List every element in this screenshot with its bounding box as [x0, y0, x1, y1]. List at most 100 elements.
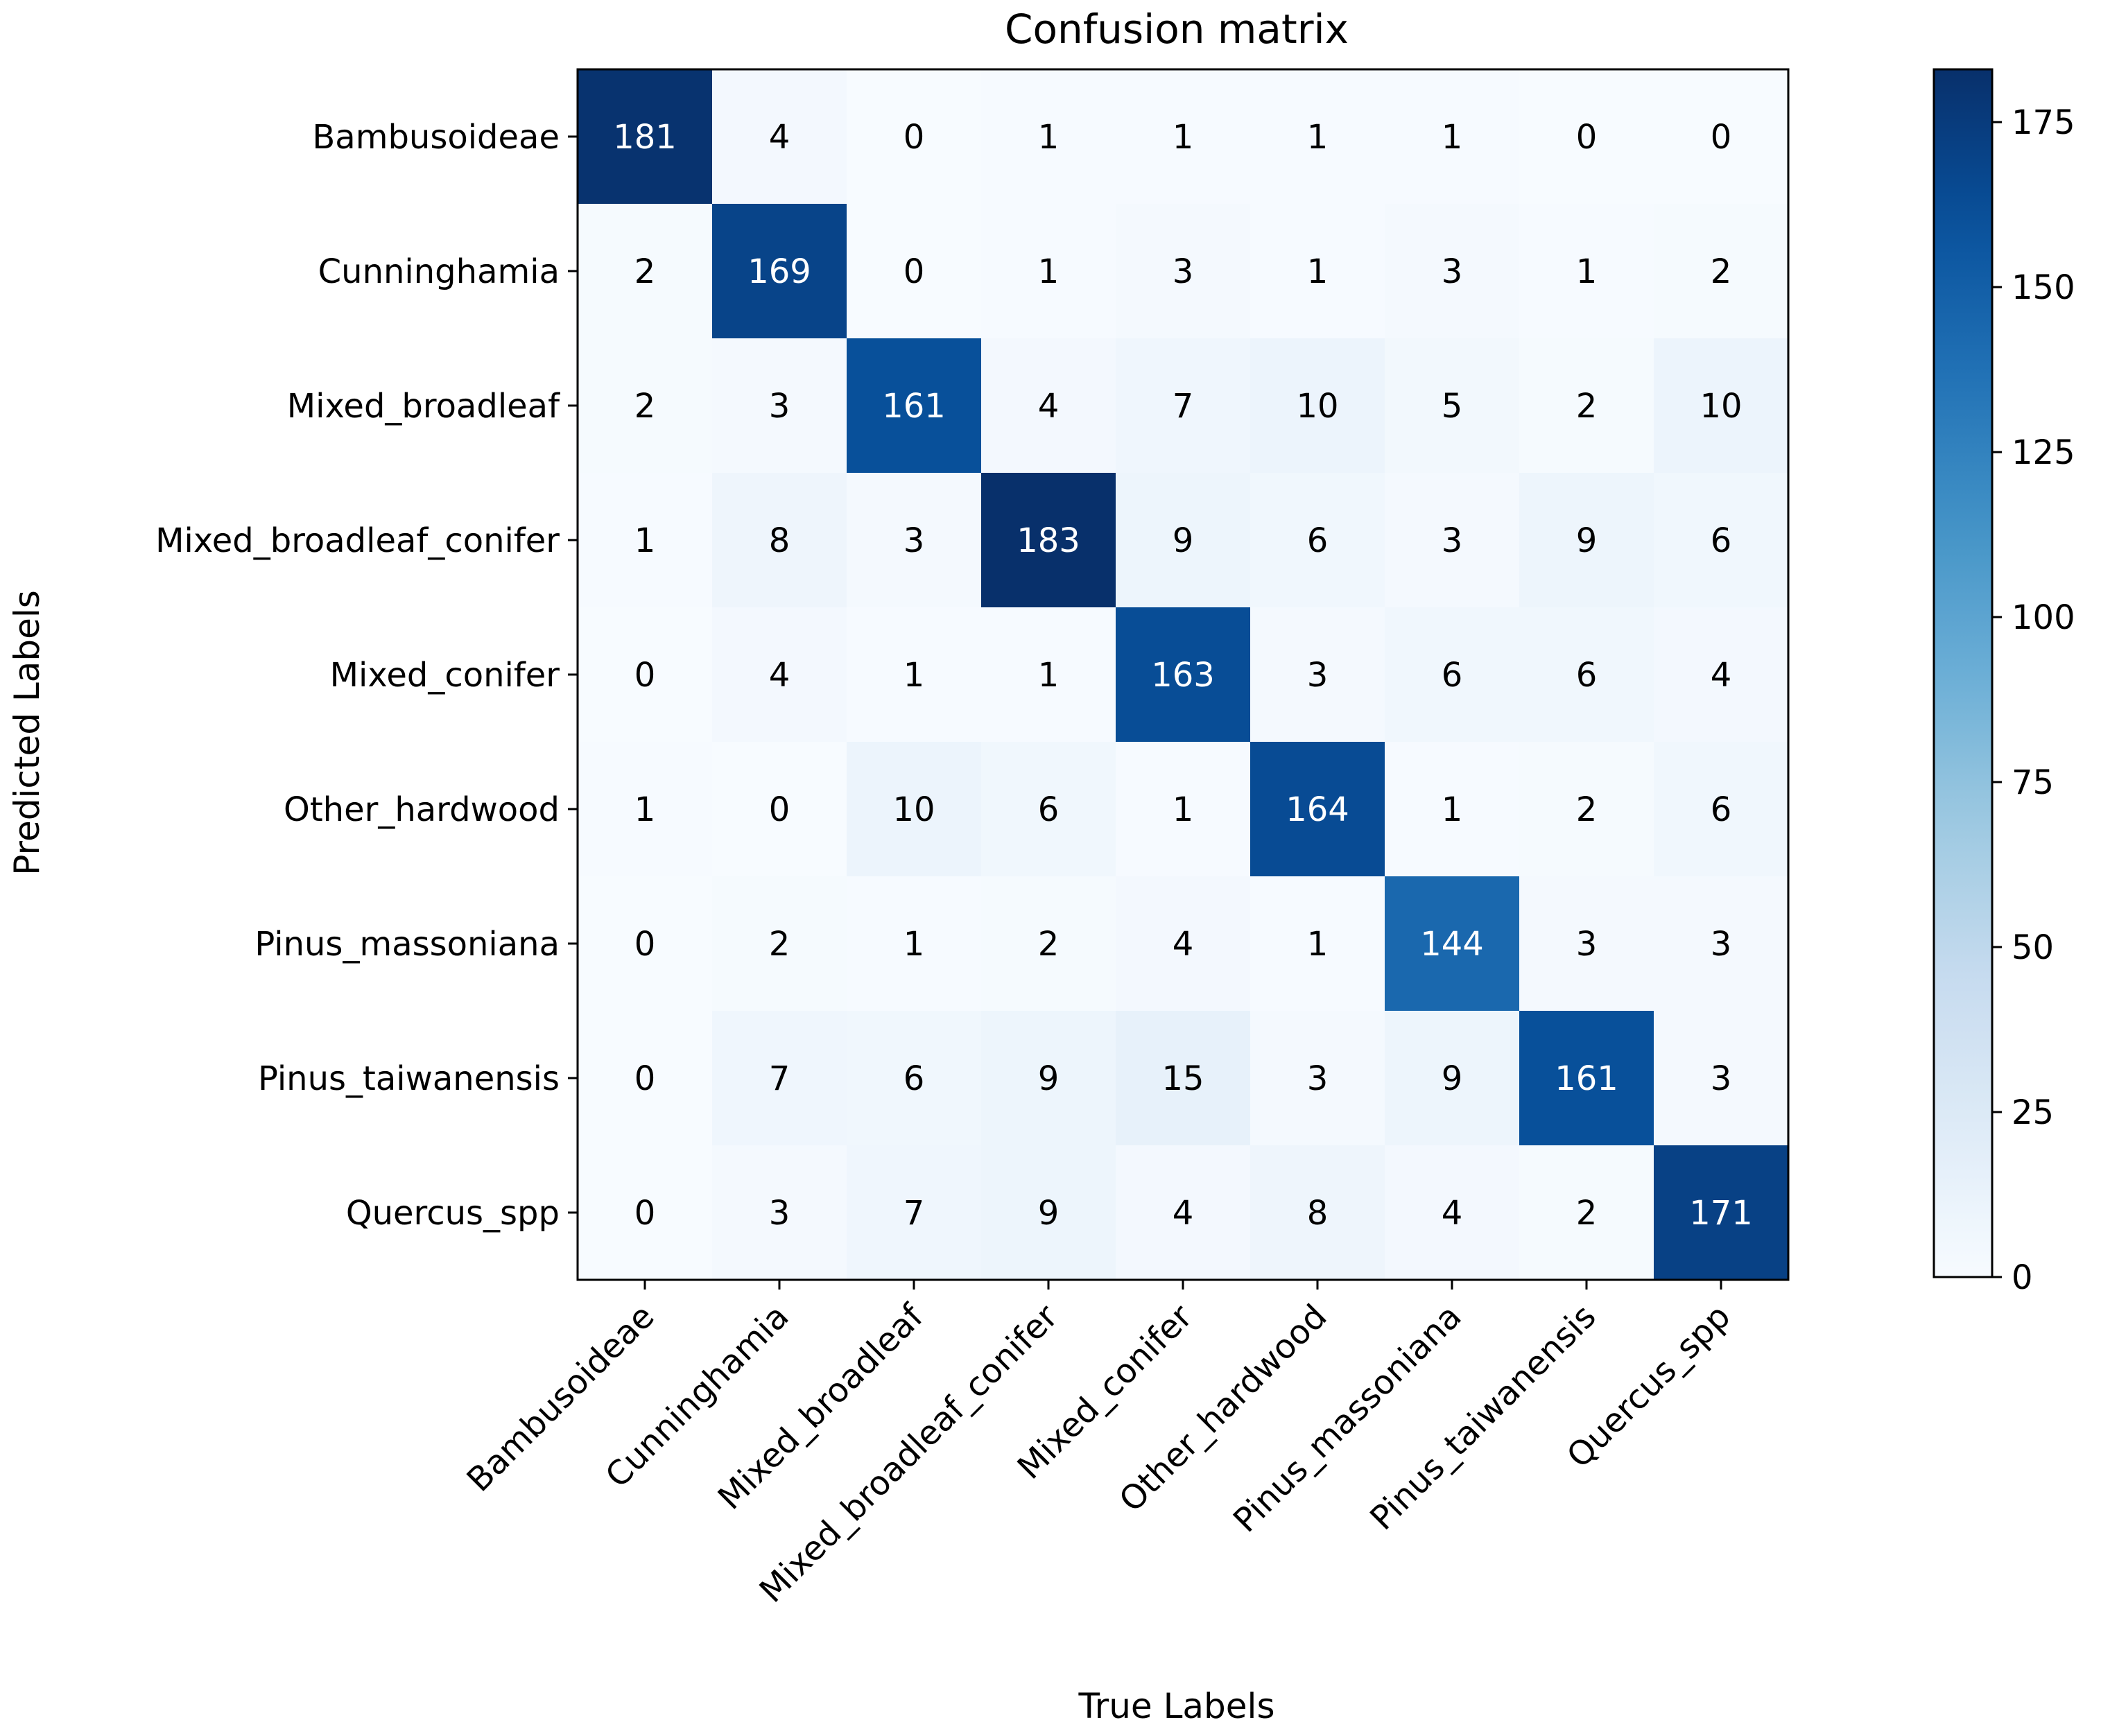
heatmap-cell	[847, 473, 982, 608]
colorbar-tick-label: 150	[2012, 268, 2075, 307]
cell-value-label: 1	[903, 925, 925, 964]
cell-value-label: 3	[1307, 656, 1329, 695]
cell-value-label: 171	[1689, 1194, 1753, 1233]
cell-value-label: 3	[1576, 925, 1598, 964]
heatmap-cell	[578, 204, 713, 339]
heatmap-cell	[1519, 1011, 1654, 1146]
heatmap-cell	[1116, 876, 1251, 1012]
heatmap-cell	[1116, 338, 1251, 474]
heatmap-cell	[1250, 1011, 1385, 1146]
x-axis-label: True Labels	[1078, 1686, 1274, 1726]
cell-value-label: 1	[1173, 790, 1194, 829]
cell-value-label: 181	[613, 118, 677, 157]
colorbar-tick-label: 175	[2012, 103, 2075, 142]
colorbar-tick-label: 75	[2012, 763, 2054, 802]
heatmap-cell	[1385, 338, 1520, 474]
cell-value-label: 6	[903, 1059, 925, 1098]
heatmap-cell	[847, 1011, 982, 1146]
y-tick-label: Pinus_massoniana	[254, 925, 560, 964]
cell-value-label: 9	[1442, 1059, 1463, 1098]
cell-value-label: 1	[634, 790, 656, 829]
cell-value-label: 4	[1173, 1194, 1194, 1233]
heatmap-cell	[981, 69, 1116, 205]
heatmap-cell	[712, 338, 847, 474]
cell-value-label: 6	[1711, 790, 1732, 829]
heatmap-cell	[981, 1145, 1116, 1281]
cell-value-label: 2	[1576, 790, 1598, 829]
y-tick-label: Cunninghamia	[318, 252, 560, 291]
heatmap-cell	[1654, 742, 1789, 877]
cell-value-label: 5	[1442, 387, 1463, 426]
heatmap-cell	[578, 876, 713, 1012]
heatmap-cell	[1519, 69, 1654, 205]
cell-value-label: 3	[903, 521, 925, 560]
cell-value-label: 4	[1711, 656, 1732, 695]
heatmap-cell	[712, 204, 847, 339]
cell-value-label: 0	[769, 790, 790, 829]
y-tick-label: Mixed_broadleaf	[287, 387, 560, 426]
cell-value-label: 1	[634, 521, 656, 560]
cell-value-label: 161	[1555, 1059, 1618, 1098]
heatmap-cell	[1654, 338, 1789, 474]
y-tick-label: Quercus_spp	[346, 1194, 560, 1233]
heatmap-cell	[847, 876, 982, 1012]
cell-value-label: 1	[1307, 252, 1329, 291]
colorbar-frame	[1933, 68, 1994, 1278]
heatmap-cell	[1116, 607, 1251, 743]
cell-value-label: 6	[1442, 656, 1463, 695]
heatmap-cell	[847, 338, 982, 474]
cell-value-label: 4	[1038, 387, 1060, 426]
heatmap-cell	[578, 473, 713, 608]
heatmap-cell	[1519, 204, 1654, 339]
cell-value-label: 6	[1038, 790, 1060, 829]
y-tick-label: Mixed_broadleaf_conifer	[155, 521, 560, 560]
cell-value-label: 2	[1711, 252, 1732, 291]
x-axis: BambusoideaeCunninghamiaMixed_broadleafM…	[460, 1280, 1738, 1611]
heatmap-cell	[1250, 607, 1385, 743]
cell-value-label: 3	[1442, 521, 1463, 560]
colorbar-gradient	[1934, 69, 1992, 1277]
heatmap-cell	[1250, 1145, 1385, 1281]
colorbar-tick-label: 100	[2012, 598, 2075, 637]
cell-value-label: 0	[1576, 118, 1598, 157]
colorbar: 0 25 50 75 100 125 150 175	[1933, 68, 2075, 1297]
heatmap-cell	[578, 607, 713, 743]
heatmap-cell	[578, 338, 713, 474]
x-tick-label: Pinus_taiwanensis	[1363, 1297, 1603, 1538]
cell-value-label: 10	[1700, 387, 1742, 426]
cell-value-label: 7	[769, 1059, 790, 1098]
cell-value-label: 4	[1442, 1194, 1463, 1233]
cell-value-label: 3	[1711, 925, 1732, 964]
heatmap-cell	[1519, 876, 1654, 1012]
heatmap-cell	[1519, 607, 1654, 743]
cell-value-label: 3	[1711, 1059, 1732, 1098]
heatmap-cell	[1654, 876, 1789, 1012]
cell-value-label: 6	[1307, 521, 1329, 560]
heatmap-cells	[578, 69, 1789, 1281]
x-tick-label: Pinus_massoniana	[1226, 1297, 1469, 1540]
heatmap-cell	[1654, 607, 1789, 743]
cell-value-label: 15	[1161, 1059, 1204, 1098]
heatmap-cell	[1519, 1145, 1654, 1281]
heatmap-cell	[1116, 473, 1251, 608]
y-tick-label: Other_hardwood	[284, 790, 560, 829]
cell-value-label: 0	[903, 118, 925, 157]
heatmap-cell	[1385, 607, 1520, 743]
cell-value-label: 0	[634, 1194, 656, 1233]
cell-value-label: 1	[1038, 252, 1060, 291]
heatmap-cell	[1385, 473, 1520, 608]
cell-labels: 181 4 0 1 1 1 1 0 02 169 0 1 3 1 3 1 22 3 161 4 7 10 5 2 101 8 3 18…	[613, 118, 1753, 1233]
heatmap-cell	[1250, 876, 1385, 1012]
heatmap-cell	[1654, 69, 1789, 205]
heatmap-cell	[1116, 742, 1251, 877]
cell-value-label: 7	[1173, 387, 1194, 426]
cell-value-label: 6	[1711, 521, 1732, 560]
y-axis: Bambusoideae Cunninghamia Mixed_broadleaf M…	[155, 118, 578, 1233]
heatmap-cell	[847, 1145, 982, 1281]
colorbar-tick-label: 50	[2012, 928, 2054, 967]
cell-value-label: 1	[903, 656, 925, 695]
cell-value-label: 0	[634, 925, 656, 964]
cell-value-label: 9	[1173, 521, 1194, 560]
heatmap-cell	[1654, 1011, 1789, 1146]
